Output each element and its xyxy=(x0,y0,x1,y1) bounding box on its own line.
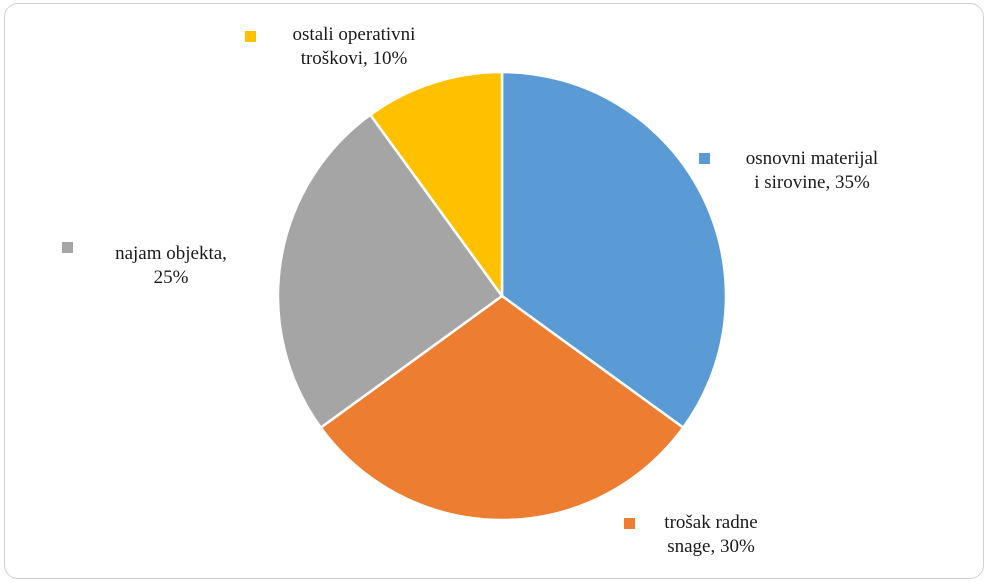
label-marker-materijal xyxy=(699,153,710,164)
label-marker-najam xyxy=(62,242,73,253)
slice-ostali xyxy=(369,70,504,298)
label-marker-ostali xyxy=(245,31,256,42)
slice-label-ostali-line-2: troškovi, 10% xyxy=(300,48,408,69)
slice-label-radna-snaga: trošak radne snage, 30% xyxy=(636,511,786,559)
slice-radna-snaga xyxy=(319,294,685,522)
slice-label-radna-snaga-line-1: trošak radne xyxy=(664,512,758,533)
slice-label-materijal-line-2: i sirovine, 35% xyxy=(754,172,870,193)
slice-najam xyxy=(276,113,504,429)
slice-label-materijal-line-1: osnovni materijal xyxy=(745,148,879,169)
slice-label-ostali: ostali operativni troškovi, 10% xyxy=(254,23,454,71)
slice-label-najam: najam objekta, 25% xyxy=(76,242,266,290)
slice-label-najam-line-1: najam objekta, xyxy=(115,243,227,264)
slice-materijal xyxy=(500,70,728,429)
slice-label-radna-snaga-line-2: snage, 30% xyxy=(667,536,755,557)
label-marker-radna-snaga xyxy=(624,518,635,529)
slice-label-materijal: osnovni materijal i sirovine, 35% xyxy=(712,147,912,195)
slice-label-ostali-line-1: ostali operativni xyxy=(292,24,416,45)
slice-label-najam-line-2: 25% xyxy=(153,267,189,288)
